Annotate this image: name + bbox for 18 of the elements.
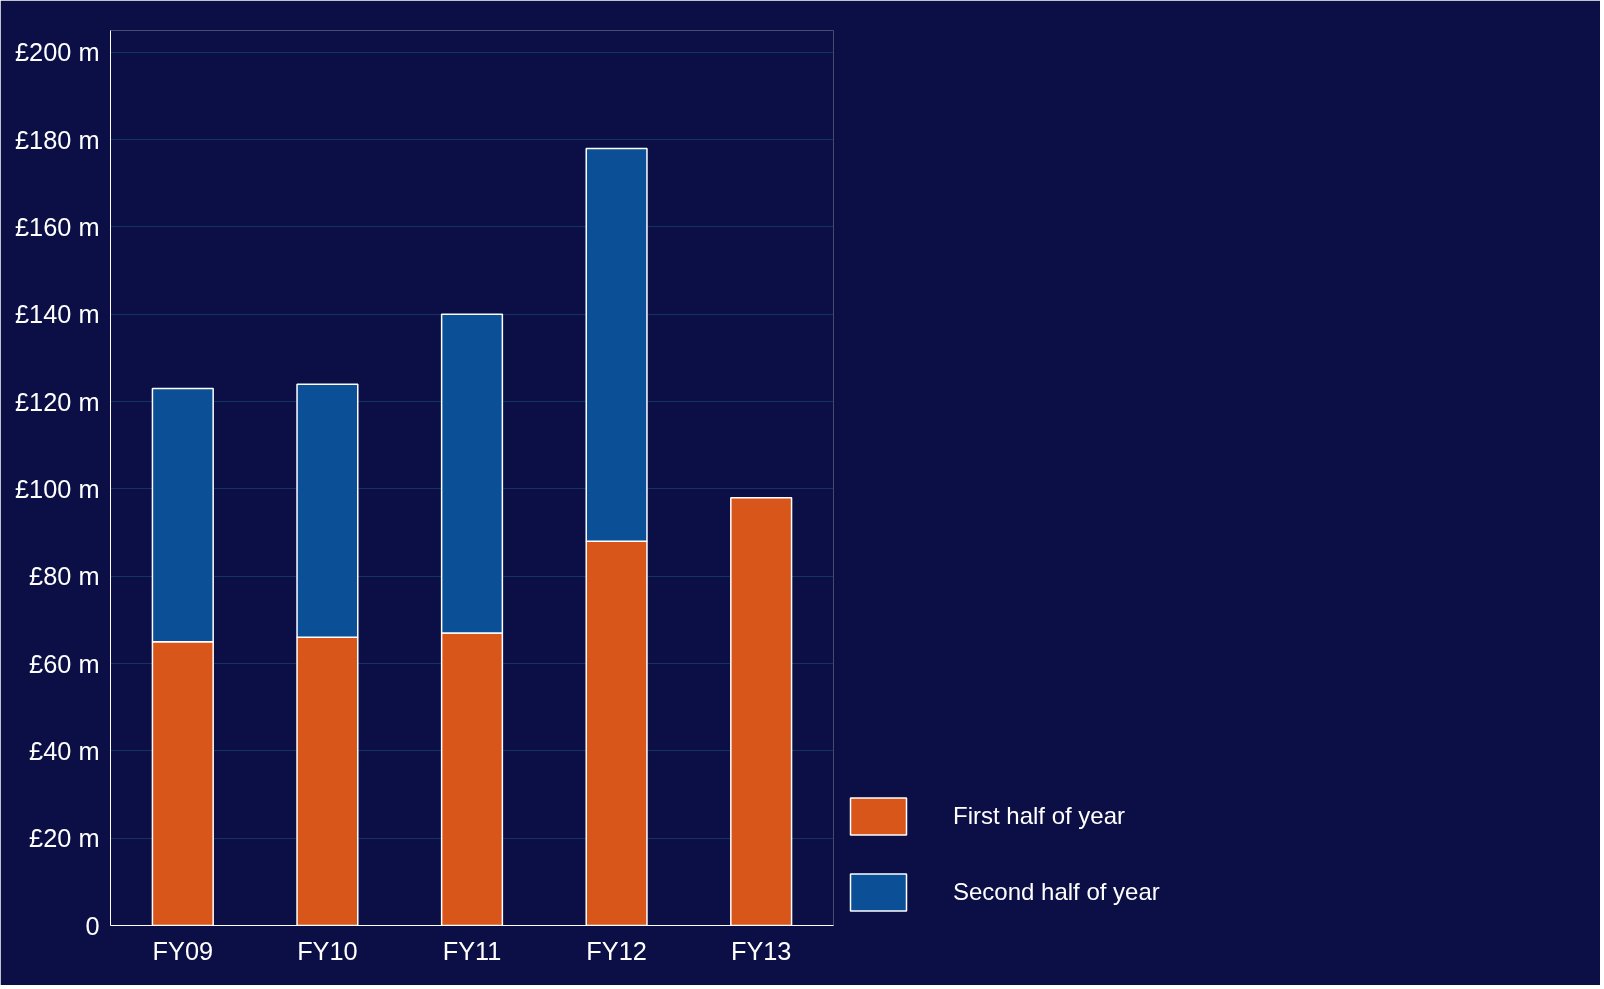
x-tick-label: FY10 (297, 936, 358, 965)
y-tick-label: £180 m (15, 125, 100, 154)
legend-label: Second half of year (953, 878, 1160, 906)
y-tick-label: £80 m (29, 562, 100, 591)
x-tick-label: FY09 (152, 936, 214, 965)
x-tick-label: FY13 (730, 936, 792, 965)
y-tick-label: £60 m (29, 649, 100, 678)
y-tick-label: £40 m (29, 736, 100, 765)
y-tick-label: £100 m (15, 474, 100, 503)
y-tick-label: £120 m (15, 387, 100, 416)
x-tick-label: FY12 (586, 936, 647, 965)
y-tick-label: £200 m (15, 38, 100, 67)
legend-label: First half of year (953, 802, 1126, 830)
y-tick-label: £20 m (29, 824, 100, 853)
y-tick-label: £140 m (15, 300, 100, 329)
y-tick-label: £160 m (15, 212, 100, 241)
y-tick-label: 0 (85, 911, 100, 940)
x-tick-label: FY11 (442, 936, 502, 965)
